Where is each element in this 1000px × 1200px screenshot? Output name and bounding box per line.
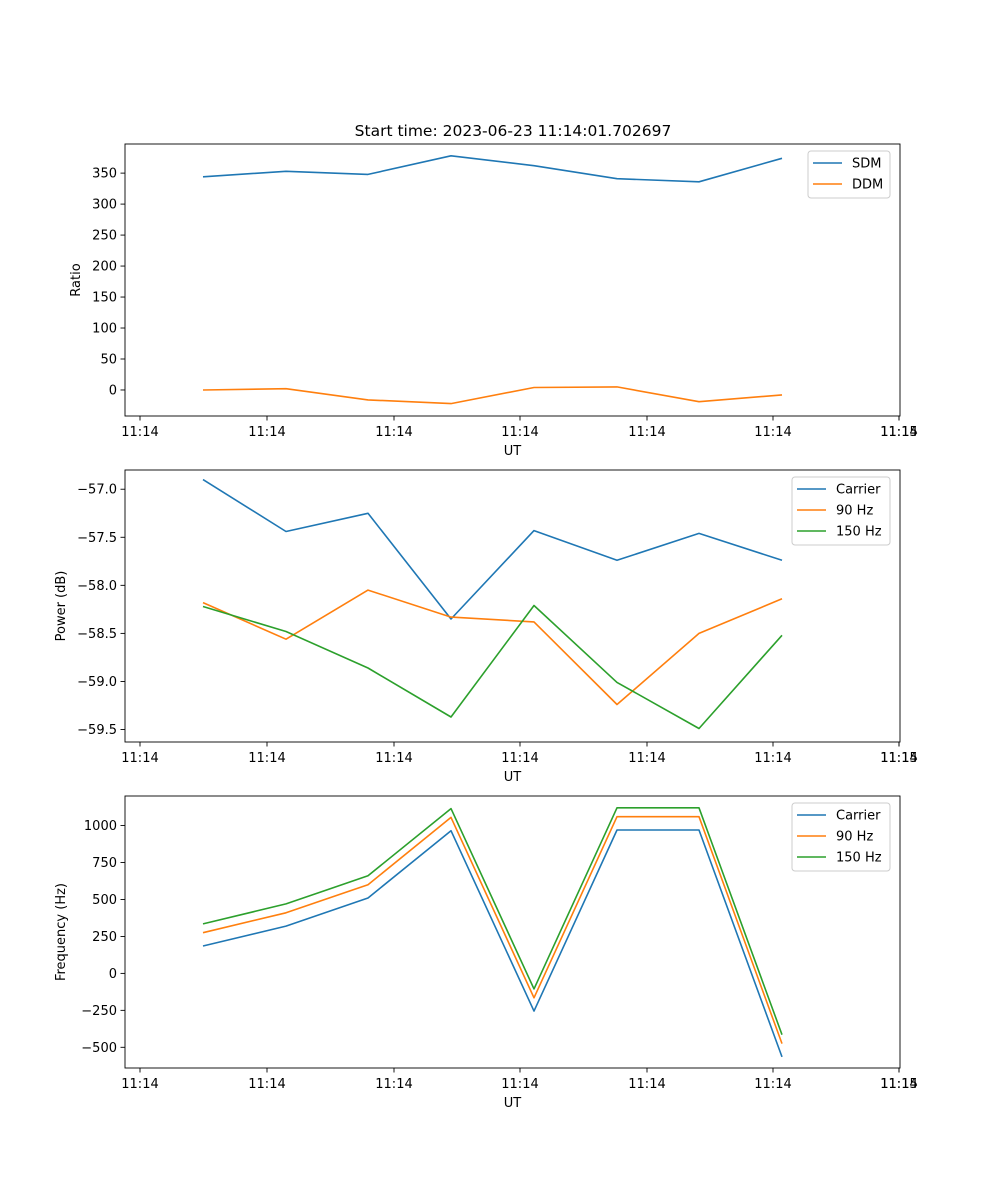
y-tick-label: −57.5	[77, 531, 117, 546]
x-tick-label: 11:14	[375, 751, 412, 766]
chart-panel-2: −59.5 −59.0 −58.5 −58.0 −57.5 −57.0 11:14 11:14…	[54, 469, 918, 785]
legend-label-carrier: Carrier	[836, 483, 881, 498]
series-line-90-hz	[202, 815, 783, 1044]
x-tick-label: 11:14	[375, 425, 412, 440]
y-tick-label: 750	[92, 856, 117, 871]
x-tick-label: 11:14	[880, 751, 917, 766]
x-tick-label: 11:14	[501, 425, 538, 440]
x-tick-label: 11:14	[880, 1077, 917, 1092]
legend-label-carrier: Carrier	[836, 809, 881, 824]
plot-frame	[124, 469, 901, 743]
legend-label-ddm: DDM	[852, 178, 883, 193]
x-tick-label: 11:14	[628, 751, 665, 766]
x-tick-label: 11:14	[248, 1077, 285, 1092]
y-tick-label: 0	[109, 383, 117, 398]
y-tick-label: −500	[81, 1041, 117, 1056]
x-tick-label: 11:14	[121, 1077, 158, 1092]
y-tick-label: 300	[92, 198, 117, 213]
y-tick-label: 50	[100, 352, 117, 367]
x-tick-label: 11:14	[121, 751, 158, 766]
y-axis-label: Frequency (Hz)	[54, 883, 69, 981]
x-tick-label: 11:14	[628, 1077, 665, 1092]
series-line-90-hz	[202, 589, 783, 706]
y-tick-label: −58.0	[77, 579, 117, 594]
plot-frame	[124, 795, 901, 1069]
legend-label-150-hz: 150 Hz	[836, 525, 882, 540]
x-tick-label: 11:14	[375, 1077, 412, 1092]
y-tick-label: −57.0	[77, 483, 117, 498]
y-tick-label: 0	[109, 967, 117, 982]
x-tick-label: 11:15	[880, 1077, 917, 1092]
legend-box	[791, 476, 891, 546]
x-tick-label: 11:15	[880, 751, 917, 766]
plot-frame	[124, 143, 901, 417]
y-tick-label: 200	[92, 260, 117, 275]
y-tick-label: 350	[92, 167, 117, 182]
x-tick-label: 11:14	[121, 425, 158, 440]
y-tick-label: 150	[92, 291, 117, 306]
x-axis-label: UT	[504, 1096, 522, 1111]
series-line-ddm	[202, 386, 783, 405]
x-tick-label: 11:14	[754, 1077, 791, 1092]
y-tick-label: −58.5	[77, 627, 117, 642]
y-tick-label: −59.0	[77, 675, 117, 690]
figure-title: Start time: 2023-06-23 11:14:01.702697	[355, 122, 672, 140]
x-axis-label: UT	[504, 770, 522, 785]
y-tick-label: 1000	[84, 819, 117, 834]
x-tick-label: 11:14	[501, 751, 538, 766]
legend-box	[791, 802, 891, 872]
x-tick-label: 11:14	[628, 425, 665, 440]
x-tick-label: 11:14	[754, 425, 791, 440]
series-line-150-hz	[202, 806, 783, 1035]
y-tick-label: 250	[92, 930, 117, 945]
x-tick-label: 11:14	[501, 1077, 538, 1092]
y-axis-label: Ratio	[69, 263, 84, 296]
x-tick-label: 11:14	[754, 751, 791, 766]
x-tick-label: 11:14	[248, 751, 285, 766]
legend-label-sdm: SDM	[852, 157, 881, 172]
y-tick-label: 100	[92, 322, 117, 337]
series-line-carrier	[202, 829, 783, 1058]
x-tick-label: 11:15	[880, 425, 917, 440]
y-tick-label: −59.5	[77, 723, 117, 738]
y-tick-label: −250	[81, 1004, 117, 1019]
y-tick-label: 500	[92, 893, 117, 908]
x-axis-label: UT	[504, 444, 522, 459]
x-tick-label: 11:14	[248, 425, 285, 440]
y-axis-label: Power (dB)	[54, 571, 69, 642]
legend-label-90-hz: 90 Hz	[836, 504, 873, 519]
legend-label-90-hz: 90 Hz	[836, 830, 873, 845]
x-tick-label: 11:14	[880, 425, 917, 440]
series-line-carrier	[202, 478, 783, 620]
series-line-150-hz	[202, 604, 783, 730]
legend-label-150-hz: 150 Hz	[836, 851, 882, 866]
y-tick-label: 250	[92, 229, 117, 244]
series-line-sdm	[202, 155, 783, 183]
